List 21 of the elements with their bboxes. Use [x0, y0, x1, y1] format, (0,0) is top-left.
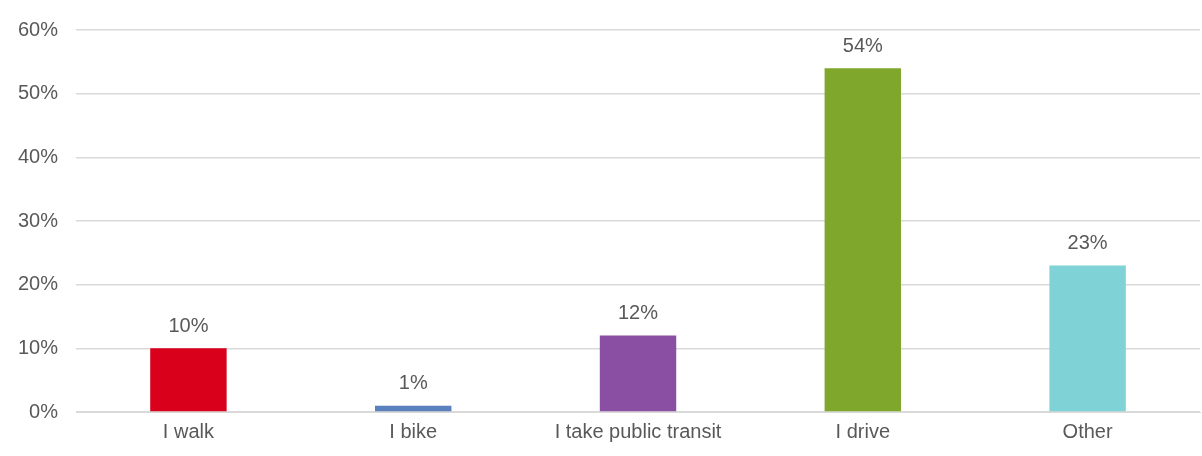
y-tick-label: 40% — [18, 144, 59, 167]
y-tick-label: 20% — [18, 272, 59, 295]
bar — [824, 68, 902, 412]
y-tick-label: 30% — [18, 208, 59, 231]
bar — [150, 348, 227, 412]
x-tick-label: I drive — [835, 419, 891, 442]
data-label: 12% — [618, 301, 659, 324]
data-label: 54% — [842, 33, 884, 56]
y-tick-label: 0% — [29, 399, 59, 422]
data-label: 23% — [1067, 231, 1108, 254]
bar — [1049, 265, 1126, 412]
y-tick-label: 10% — [18, 335, 59, 358]
x-tick-label: I walk — [162, 419, 215, 442]
bar — [599, 335, 677, 412]
data-label: 1% — [398, 371, 428, 394]
x-tick-label: Other — [1062, 419, 1113, 442]
y-tick-label: 50% — [18, 81, 59, 104]
data-label: 10% — [168, 313, 209, 336]
x-tick-label: I take public transit — [554, 419, 722, 442]
x-tick-label: I bike — [389, 419, 438, 442]
y-tick-label: 60% — [18, 17, 59, 40]
